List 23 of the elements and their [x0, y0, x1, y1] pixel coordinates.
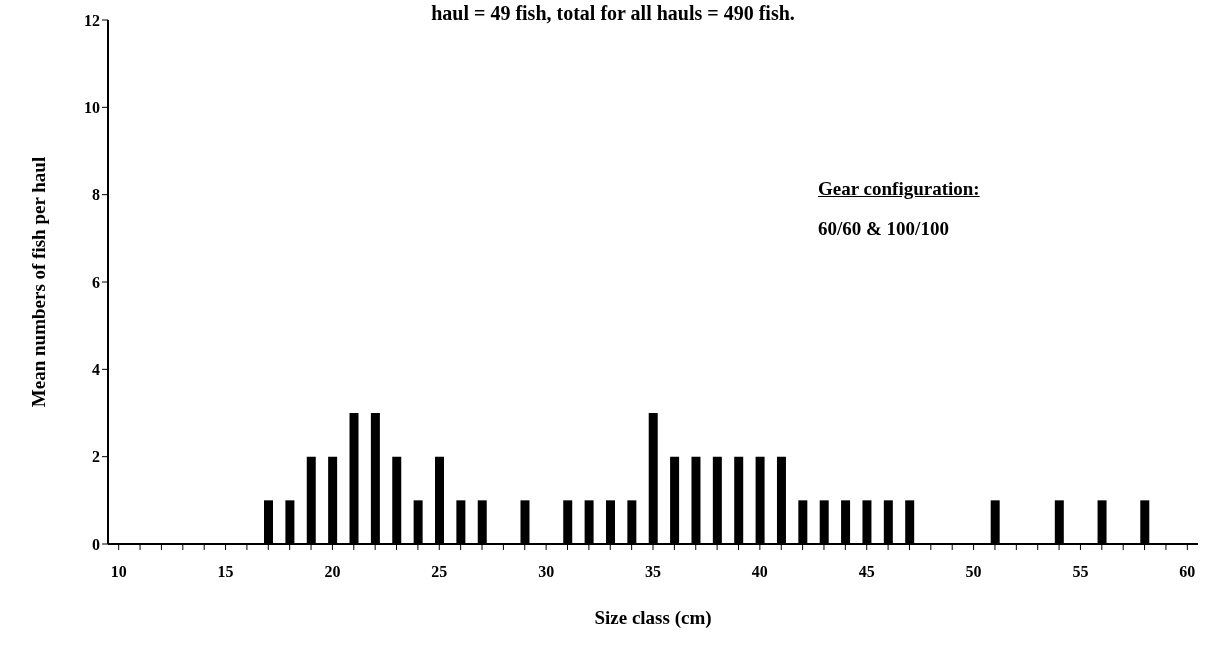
x-tick-label: 45 [858, 563, 875, 581]
y-tick-label: 8 [92, 186, 100, 204]
y-tick-label: 4 [92, 361, 100, 379]
y-tick-label: 2 [92, 448, 100, 466]
x-tick-label: 50 [965, 563, 982, 581]
x-tick-label: 25 [431, 563, 448, 581]
x-tick-label: 20 [324, 563, 341, 581]
x-tick-label: 35 [645, 563, 661, 581]
x-tick-label: 60 [1179, 563, 1196, 581]
x-tick-label: 15 [217, 563, 234, 581]
x-axis-title: Size class (cm) [594, 607, 712, 629]
y-tick-label: 12 [84, 11, 100, 29]
annotation: 60/60 & 100/100 [818, 218, 949, 240]
annotation: Gear configuration: [818, 178, 980, 200]
x-tick-label: 10 [110, 563, 127, 581]
y-tick-label: 10 [84, 99, 100, 117]
x-tick-label: 40 [751, 563, 768, 581]
y-tick-label: 6 [92, 273, 100, 291]
y-axis-title: Mean numbers of fish per haul [27, 156, 49, 408]
x-tick-label: 55 [1072, 563, 1089, 581]
y-tick-label: 0 [92, 535, 100, 553]
x-tick-label: 30 [538, 563, 555, 581]
chart-title: haul = 49 fish, total for all hauls = 490 fish. [431, 2, 795, 24]
